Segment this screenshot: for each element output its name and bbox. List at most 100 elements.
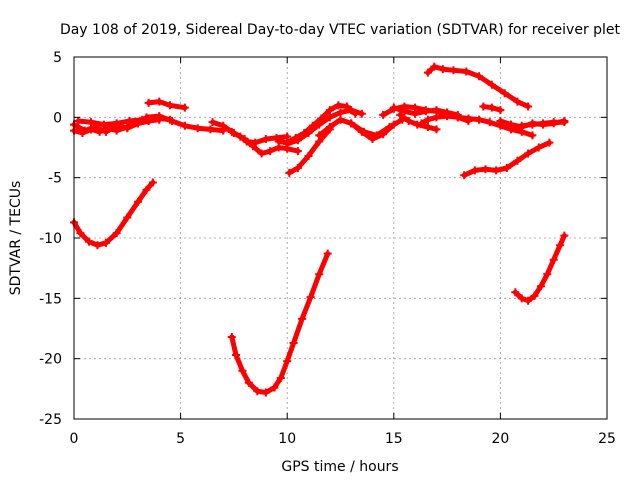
- data-point: [396, 110, 405, 119]
- x-axis-label: GPS time / hours: [281, 459, 398, 475]
- data-point: [325, 122, 334, 131]
- series-arc-5: [71, 117, 162, 136]
- y-tick-label: 5: [53, 50, 62, 66]
- data-point: [315, 270, 324, 279]
- data-point: [229, 129, 238, 138]
- data-point: [123, 122, 132, 131]
- data-point: [232, 351, 241, 360]
- x-tick-label: 0: [70, 431, 79, 447]
- data-point: [274, 137, 283, 146]
- series-arc-20: [425, 64, 531, 109]
- y-tick-label: -5: [48, 171, 62, 187]
- data-point: [539, 120, 548, 129]
- data-point: [556, 241, 565, 250]
- data-point: [112, 126, 121, 135]
- data-point: [87, 118, 96, 127]
- data-point: [253, 387, 262, 396]
- data-point: [325, 106, 334, 115]
- data-point: [560, 116, 569, 125]
- x-tick-label: 5: [176, 431, 185, 447]
- y-tick-label: -10: [39, 231, 62, 247]
- data-point: [93, 241, 102, 250]
- data-point: [298, 314, 307, 323]
- data-point: [276, 373, 285, 382]
- data-point: [323, 249, 332, 258]
- data-point: [492, 166, 501, 175]
- data-point: [238, 366, 247, 375]
- data-point: [507, 120, 516, 129]
- data-point: [485, 118, 494, 127]
- y-axis-label: SDTVAR / TECUs: [8, 181, 24, 296]
- data-point: [417, 119, 426, 128]
- data-point: [78, 129, 87, 138]
- data-point: [432, 113, 441, 122]
- data-point: [404, 116, 413, 125]
- x-tick-label: 20: [491, 431, 509, 447]
- data-point: [142, 185, 151, 194]
- x-tick-label: 25: [598, 431, 616, 447]
- data-point: [168, 116, 177, 125]
- data-point: [411, 109, 420, 118]
- data-point: [249, 142, 258, 151]
- data-point: [336, 108, 345, 117]
- data-point: [496, 116, 505, 125]
- data-point: [438, 65, 447, 74]
- data-point: [304, 151, 313, 160]
- data-point: [524, 149, 533, 158]
- data-point: [101, 238, 110, 247]
- data-point: [227, 332, 236, 341]
- data-point: [400, 107, 409, 116]
- data-point: [125, 116, 134, 125]
- data-point: [293, 136, 302, 145]
- data-point: [549, 255, 558, 264]
- data-point: [84, 237, 93, 246]
- chart-title: Day 108 of 2019, Sidereal Day-to-day VTE…: [60, 22, 621, 38]
- data-point: [293, 147, 302, 156]
- data-point: [513, 97, 522, 106]
- data-point: [206, 125, 215, 134]
- data-point: [421, 107, 430, 116]
- data-point: [155, 112, 164, 121]
- data-point: [517, 122, 526, 131]
- y-tick-label: -25: [39, 412, 62, 428]
- data-point: [244, 378, 253, 387]
- series-arc-2: [229, 251, 331, 395]
- data-point: [528, 131, 537, 140]
- data-point: [502, 164, 511, 173]
- series-arc-1: [71, 180, 156, 248]
- data-point: [487, 103, 496, 112]
- data-point: [95, 127, 104, 136]
- data-point: [148, 178, 157, 187]
- data-point: [500, 89, 509, 98]
- data-point: [443, 112, 452, 121]
- data-point: [359, 127, 368, 136]
- data-point: [123, 213, 132, 222]
- data-point: [560, 231, 569, 240]
- data-point: [475, 115, 484, 124]
- data-point: [283, 357, 292, 366]
- data-point: [460, 171, 469, 180]
- series-arc-8: [146, 99, 188, 111]
- data-point: [334, 101, 343, 110]
- data-point: [76, 229, 85, 238]
- data-point: [133, 197, 142, 206]
- data-point: [513, 156, 522, 165]
- data-point: [475, 72, 484, 81]
- data-point: [257, 149, 266, 158]
- data-point: [325, 113, 334, 122]
- data-point: [549, 119, 558, 128]
- data-point: [449, 66, 458, 75]
- data-point: [347, 119, 356, 128]
- data-point: [208, 118, 217, 127]
- data-point: [261, 135, 270, 144]
- data-point: [99, 120, 108, 129]
- data-point: [543, 270, 552, 279]
- data-point: [545, 138, 554, 147]
- data-point: [496, 106, 505, 115]
- data-point: [372, 131, 381, 140]
- data-point: [285, 168, 294, 177]
- data-point: [315, 120, 324, 129]
- data-point: [524, 296, 533, 305]
- y-tick-label: -20: [39, 352, 62, 368]
